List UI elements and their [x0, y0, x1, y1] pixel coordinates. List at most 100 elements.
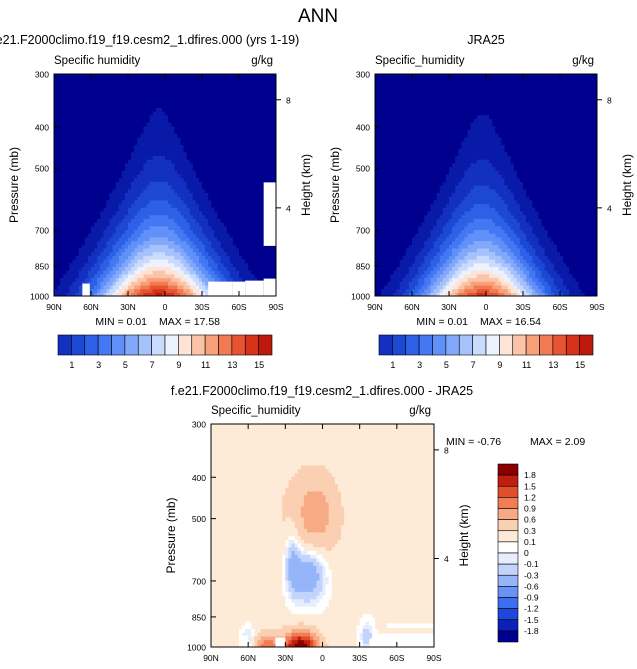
contour-cell	[75, 166, 80, 171]
contour-cell	[248, 155, 252, 160]
contour-cell	[137, 284, 141, 290]
contour-cell	[183, 107, 188, 112]
contour-cell	[495, 281, 499, 286]
contour-cell	[72, 247, 77, 253]
contour-cell	[449, 288, 453, 293]
contour-cell	[146, 284, 151, 290]
contour-cell	[165, 284, 169, 290]
contour-cell	[109, 277, 114, 282]
contour-cell	[106, 114, 111, 119]
contour-cell	[103, 170, 108, 175]
contour-cell	[94, 159, 98, 164]
contour-cell	[467, 273, 472, 279]
contour-cell	[245, 222, 249, 227]
contour-cell	[91, 188, 95, 193]
contour-cell	[177, 266, 182, 271]
contour-cell	[186, 288, 191, 293]
contour-cell	[91, 173, 95, 179]
contour-cell	[214, 251, 219, 256]
contour-cell	[161, 199, 166, 205]
contour-cell	[470, 281, 475, 286]
contour-cell	[192, 185, 197, 190]
contour-cell	[229, 81, 234, 86]
contour-cell	[168, 177, 172, 182]
contour-cell	[535, 266, 540, 271]
contour-cell	[235, 185, 240, 190]
contour-cell	[458, 273, 462, 279]
contour-cell	[529, 284, 533, 290]
contour-cell	[143, 259, 148, 264]
contour-cell	[134, 118, 138, 123]
contour-cell	[205, 188, 209, 193]
contour-cell	[529, 270, 533, 275]
contour-cell	[69, 251, 74, 256]
contour-cell	[547, 292, 552, 296]
contour-cell	[396, 273, 401, 279]
contour-cell	[248, 188, 252, 193]
contour-cell	[131, 266, 135, 271]
contour-cell	[445, 277, 450, 282]
contour-cell	[87, 273, 92, 279]
contour-cell	[229, 259, 234, 264]
contour-cell	[112, 284, 117, 290]
contour-cell	[174, 203, 178, 208]
contour-cell	[387, 288, 392, 293]
contour-cell	[146, 118, 151, 123]
contour-cell	[66, 151, 71, 156]
panel-title: f.e21.F2000climo.f19_f19.cesm2_1.dfires.…	[0, 33, 299, 47]
contour-cell	[211, 247, 215, 253]
contour-cell	[180, 159, 185, 164]
contour-cell	[134, 103, 138, 108]
contour-cell	[442, 266, 447, 271]
colorbar-box	[97, 334, 112, 356]
contour-cell	[109, 136, 114, 142]
contour-cell	[140, 244, 145, 249]
contour-cell	[384, 284, 388, 290]
contour-cell	[532, 288, 536, 293]
contour-cell	[121, 81, 126, 86]
contour-cell	[192, 262, 197, 267]
contour-cell	[575, 281, 580, 286]
contour-cell	[192, 199, 197, 205]
contour-cell	[239, 151, 243, 156]
contour-cell	[507, 281, 512, 286]
contour-cell	[60, 196, 64, 201]
contour-cell	[470, 270, 475, 275]
contour-cell	[81, 118, 86, 123]
contour-cell	[66, 188, 71, 193]
contour-cell	[78, 259, 83, 264]
contour-cell	[223, 266, 228, 271]
contour-cell	[418, 292, 422, 296]
contour-cell	[81, 270, 86, 275]
contour-cell	[75, 273, 80, 279]
contour-cell	[128, 107, 132, 112]
contour-cell	[87, 122, 92, 127]
contour-cell	[248, 88, 252, 94]
contour-cell	[143, 185, 148, 190]
contour-cell	[433, 270, 438, 275]
contour-cell	[60, 136, 64, 142]
contour-cell	[495, 266, 499, 271]
contour-cell	[171, 273, 175, 279]
contour-cell	[177, 99, 182, 105]
contour-cell	[57, 255, 61, 260]
contour-cell	[72, 207, 77, 212]
contour-cell	[146, 166, 151, 171]
contour-cell	[495, 273, 499, 279]
contour-cell	[186, 266, 191, 271]
contour-cell	[223, 259, 228, 264]
contour-cell	[174, 270, 178, 275]
contour-cell	[208, 144, 212, 149]
contour-cell	[143, 196, 148, 201]
contour-cell	[115, 277, 120, 282]
contour-cell	[124, 122, 129, 127]
contour-cell	[91, 107, 95, 112]
contour-cell	[100, 177, 104, 182]
contour-cell	[418, 266, 422, 271]
contour-cell	[535, 273, 540, 279]
contour-cell	[106, 129, 111, 134]
contour-cell	[109, 173, 114, 179]
contour-cell	[124, 74, 129, 79]
contour-cell	[192, 155, 197, 160]
contour-cell	[103, 88, 108, 94]
